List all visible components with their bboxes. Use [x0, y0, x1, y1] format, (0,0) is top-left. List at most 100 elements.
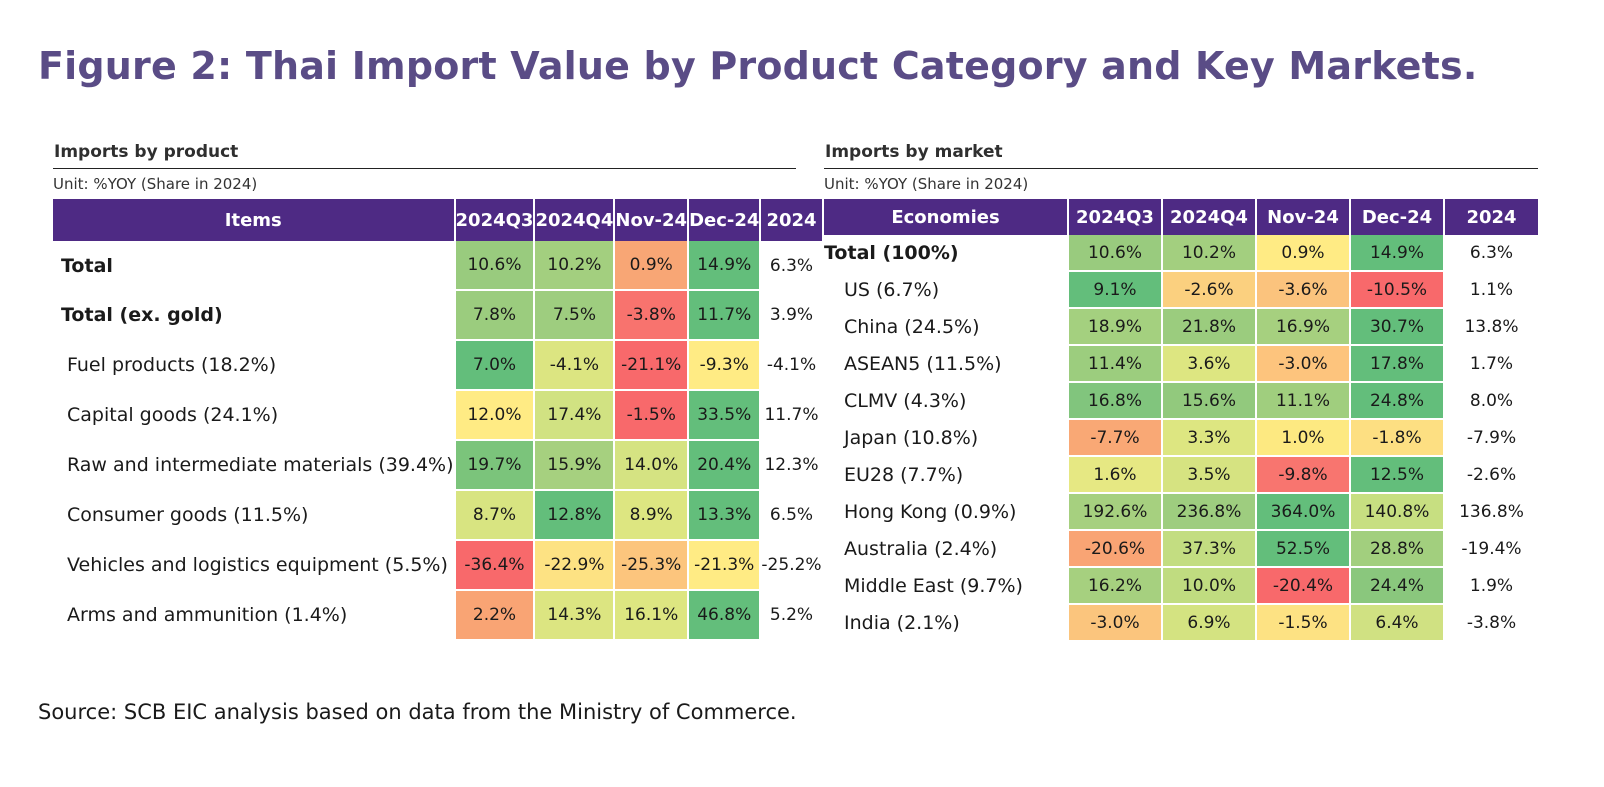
market-value-cell: 16.9% [1256, 308, 1351, 346]
product-value-cell: 5.2% [760, 590, 822, 640]
market-col-header-2: 2024Q4 [1162, 199, 1257, 235]
imports-by-product-panel: Imports by product Unit: %YOY (Share in … [53, 142, 822, 641]
market-value-cell: 3.5% [1162, 456, 1257, 494]
market-value-cell: 10.6% [1068, 235, 1163, 272]
product-value-cell: -25.2% [760, 540, 822, 590]
product-col-header-4: Dec-24 [688, 199, 762, 241]
product-value-cell: -21.1% [614, 340, 690, 391]
product-value-cell: 7.5% [534, 290, 616, 341]
market-row: EU28 (7.7%) 1.6% 3.5% -9.8% 12.5% -2.6% [824, 456, 1538, 494]
market-row: Middle East (9.7%) 16.2% 10.0% -20.4% 24.4% 1… [824, 567, 1538, 605]
figure-title: Figure 2: Thai Import Value by Product C… [38, 44, 1478, 88]
market-value-cell: 16.2% [1068, 567, 1163, 605]
market-row-label: US (6.7%) [824, 271, 1069, 308]
product-value-cell: -22.9% [534, 540, 616, 591]
product-value-cell: 10.2% [534, 241, 616, 291]
market-value-cell: 28.8% [1350, 530, 1445, 568]
market-value-cell: 52.5% [1256, 530, 1351, 568]
product-value-cell: 14.0% [614, 440, 690, 491]
product-value-cell: 2.2% [454, 590, 536, 641]
market-panel-divider [824, 168, 1538, 169]
product-panel-divider [53, 168, 796, 169]
market-value-cell: -7.7% [1068, 419, 1163, 457]
product-row-label: Total [53, 241, 456, 290]
product-value-cell: -36.4% [454, 540, 536, 591]
market-value-cell: 13.8% [1444, 308, 1538, 345]
market-value-cell: 16.8% [1068, 382, 1163, 420]
product-value-cell: 12.8% [534, 490, 616, 541]
market-value-cell: 236.8% [1162, 493, 1257, 531]
market-value-cell: 8.0% [1444, 382, 1538, 419]
product-unit-label: Unit: %YOY (Share in 2024) [53, 175, 258, 193]
product-value-cell: 10.6% [454, 241, 536, 291]
market-value-cell: 30.7% [1350, 308, 1445, 346]
market-value-cell: -20.4% [1256, 567, 1351, 605]
market-value-cell: -7.9% [1444, 419, 1538, 456]
market-row: US (6.7%) 9.1% -2.6% -3.6% -10.5% 1.1% [824, 271, 1538, 309]
market-value-cell: 37.3% [1162, 530, 1257, 568]
market-value-cell: 1.6% [1068, 456, 1163, 494]
market-row-label: Middle East (9.7%) [824, 567, 1069, 604]
market-value-cell: 14.9% [1350, 235, 1445, 272]
product-col-header-2: 2024Q4 [534, 199, 616, 241]
product-value-cell: 12.0% [454, 390, 536, 441]
market-value-cell: 11.1% [1256, 382, 1351, 420]
market-value-cell: 3.3% [1162, 419, 1257, 457]
market-row-label: Total (100%) [824, 235, 1069, 271]
market-row: Total (100%) 10.6% 10.2% 0.9% 14.9% 6.3% [824, 235, 1538, 272]
market-value-cell: -2.6% [1444, 456, 1538, 493]
product-row-label: Arms and ammunition (1.4%) [53, 590, 456, 640]
market-value-cell: 140.8% [1350, 493, 1445, 531]
product-value-cell: 7.8% [454, 290, 536, 341]
market-value-cell: 17.8% [1350, 345, 1445, 383]
market-value-cell: 192.6% [1068, 493, 1163, 531]
product-value-cell: 6.5% [760, 490, 822, 540]
market-value-cell: 9.1% [1068, 271, 1163, 309]
product-row-label: Vehicles and logistics equipment (5.5%) [53, 540, 456, 590]
market-value-cell: 18.9% [1068, 308, 1163, 346]
market-value-cell: -1.8% [1350, 419, 1445, 457]
product-value-cell: 14.3% [534, 590, 616, 641]
market-row-label: China (24.5%) [824, 308, 1069, 345]
product-value-cell: 8.9% [614, 490, 690, 541]
product-value-cell: -9.3% [688, 340, 762, 391]
product-row-label: Total (ex. gold) [53, 290, 456, 340]
market-row: China (24.5%) 18.9% 21.8% 16.9% 30.7% 13.8% [824, 308, 1538, 346]
market-value-cell: -3.0% [1256, 345, 1351, 383]
market-value-cell: 0.9% [1256, 235, 1351, 272]
market-value-cell: 1.9% [1444, 567, 1538, 604]
market-row: ASEAN5 (11.5%) 11.4% 3.6% -3.0% 17.8% 1.7% [824, 345, 1538, 383]
market-row-label: Australia (2.4%) [824, 530, 1069, 567]
market-value-cell: 24.4% [1350, 567, 1445, 605]
market-row: Hong Kong (0.9%) 192.6% 236.8% 364.0% 140.8%… [824, 493, 1538, 531]
market-row-label: India (2.1%) [824, 604, 1069, 641]
market-value-cell: 12.5% [1350, 456, 1445, 494]
product-value-cell: 11.7% [760, 390, 822, 440]
market-value-cell: 1.0% [1256, 419, 1351, 457]
product-value-cell: 12.3% [760, 440, 822, 490]
market-value-cell: 3.6% [1162, 345, 1257, 383]
market-row-label: Hong Kong (0.9%) [824, 493, 1069, 530]
market-row: India (2.1%) -3.0% 6.9% -1.5% 6.4% -3.8% [824, 604, 1538, 642]
market-value-cell: -20.6% [1068, 530, 1163, 568]
market-value-cell: -2.6% [1162, 271, 1257, 309]
imports-by-market-panel: Imports by market Unit: %YOY (Share in 2… [824, 142, 1538, 642]
product-row: Raw and intermediate materials (39.4%) 19… [53, 440, 822, 491]
product-value-cell: -21.3% [688, 540, 762, 591]
product-row: Total (ex. gold) 7.8% 7.5% -3.8% 11.7% 3.9% [53, 290, 822, 341]
market-row-label: ASEAN5 (11.5%) [824, 345, 1069, 382]
product-col-header-5: 2024 [760, 199, 822, 241]
market-value-cell: 24.8% [1350, 382, 1445, 420]
market-panel-title: Imports by market [825, 142, 1003, 162]
product-row-label: Raw and intermediate materials (39.4%) [53, 440, 456, 490]
product-value-cell: 13.3% [688, 490, 762, 541]
product-value-cell: 8.7% [454, 490, 536, 541]
market-value-cell: 136.8% [1444, 493, 1538, 530]
product-row: Fuel products (18.2%) 7.0% -4.1% -21.1% -9.3… [53, 340, 822, 391]
market-value-cell: -3.0% [1068, 604, 1163, 642]
market-value-cell: 6.9% [1162, 604, 1257, 642]
product-value-cell: -3.8% [614, 290, 690, 341]
product-value-cell: -4.1% [760, 340, 822, 390]
market-value-cell: -3.6% [1256, 271, 1351, 309]
product-table: Items 2024Q3 2024Q4 Nov-24 Dec-24 2024 Total 1… [53, 199, 822, 641]
